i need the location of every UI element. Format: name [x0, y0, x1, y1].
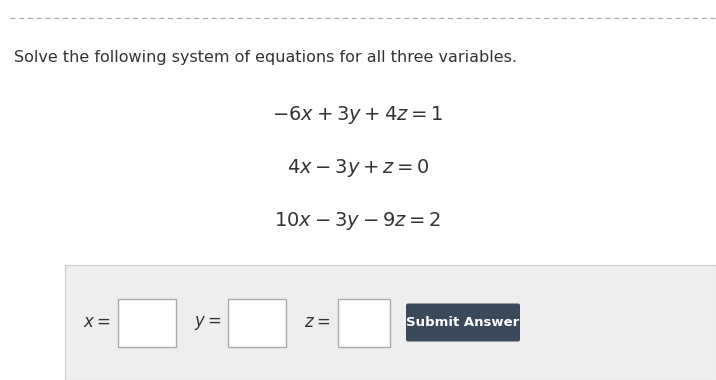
FancyBboxPatch shape — [406, 304, 520, 342]
FancyBboxPatch shape — [118, 299, 176, 347]
Text: $-6x + 3y + 4z = 1$: $-6x + 3y + 4z = 1$ — [272, 104, 444, 126]
FancyBboxPatch shape — [228, 299, 286, 347]
Text: $y =$: $y =$ — [194, 314, 222, 331]
Text: $10x - 3y - 9z = 2$: $10x - 3y - 9z = 2$ — [274, 210, 442, 232]
Text: Solve the following system of equations for all three variables.: Solve the following system of equations … — [14, 50, 517, 65]
Text: $z =$: $z =$ — [304, 314, 330, 331]
Text: Submit Answer: Submit Answer — [407, 316, 520, 329]
Text: $x =$: $x =$ — [83, 314, 111, 331]
Text: $4x - 3y + z = 0$: $4x - 3y + z = 0$ — [286, 157, 430, 179]
FancyBboxPatch shape — [65, 265, 716, 380]
FancyBboxPatch shape — [338, 299, 390, 347]
